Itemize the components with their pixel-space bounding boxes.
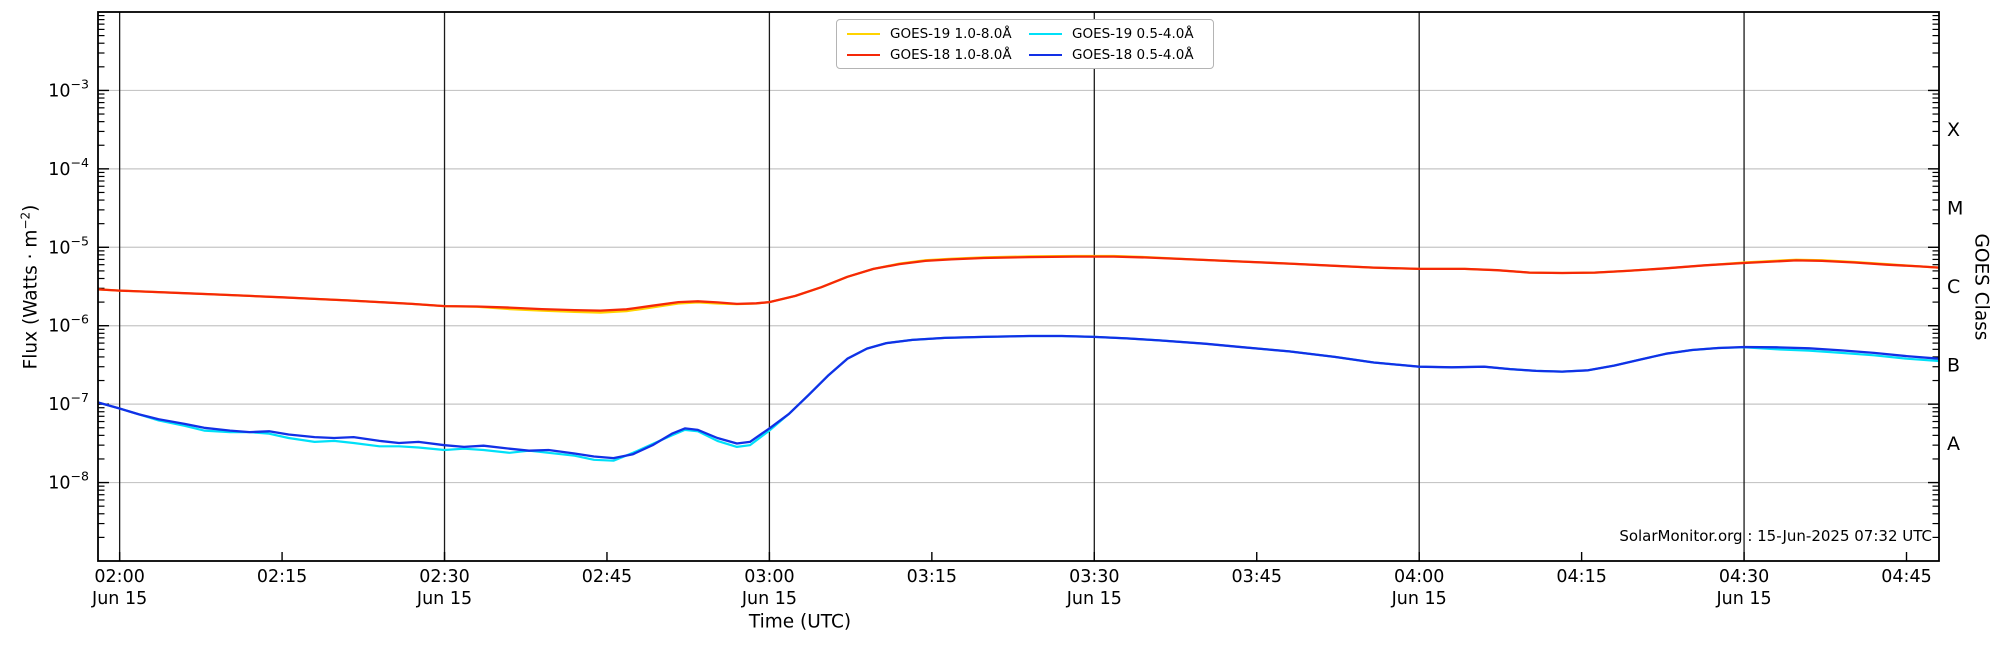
svg-text:02:15: 02:15 — [257, 567, 307, 587]
svg-text:Jun 15: Jun 15 — [1066, 589, 1122, 609]
svg-text:10−5: 10−5 — [48, 233, 89, 258]
legend-line-goes18-short — [1029, 53, 1062, 57]
svg-text:A: A — [1947, 433, 1960, 455]
legend-label-goes19-long: GOES-19 1.0-8.0Å — [890, 26, 1012, 42]
legend-label-goes19-short: GOES-19 0.5-4.0Å — [1072, 26, 1194, 42]
svg-text:Jun 15: Jun 15 — [91, 589, 147, 609]
svg-text:03:30: 03:30 — [1069, 567, 1119, 587]
legend: GOES-19 1.0-8.0Å GOES-19 0.5-4.0Å GOES-1… — [836, 19, 1214, 69]
svg-text:04:00: 04:00 — [1394, 567, 1444, 587]
svg-text:Jun 15: Jun 15 — [741, 589, 797, 609]
svg-text:10−6: 10−6 — [48, 312, 89, 337]
svg-text:10−4: 10−4 — [48, 155, 89, 180]
svg-text:M: M — [1947, 198, 1963, 220]
legend-label-goes18-short: GOES-18 0.5-4.0Å — [1072, 47, 1194, 63]
svg-text:Jun 15: Jun 15 — [1715, 589, 1771, 609]
watermark: SolarMonitor.org : 15-Jun-2025 07:32 UTC — [1619, 527, 1932, 545]
svg-text:02:00: 02:00 — [94, 567, 144, 587]
svg-text:04:15: 04:15 — [1556, 567, 1606, 587]
legend-item-goes19-short: GOES-19 0.5-4.0Å — [1029, 26, 1203, 42]
svg-text:03:45: 03:45 — [1232, 567, 1282, 587]
svg-text:X: X — [1947, 119, 1960, 141]
legend-line-goes19-long — [847, 32, 880, 36]
legend-item-goes18-short: GOES-18 0.5-4.0Å — [1029, 47, 1203, 63]
y-axis-title: Flux (Watts · m−2) — [18, 205, 41, 370]
y-axis-title-sup: −2 — [18, 211, 33, 230]
x-axis-title: Time (UTC) — [748, 611, 852, 633]
legend-line-goes18-long — [847, 53, 880, 57]
svg-text:B: B — [1947, 354, 1960, 376]
svg-text:02:30: 02:30 — [419, 567, 469, 587]
svg-text:04:45: 04:45 — [1881, 567, 1931, 587]
svg-text:Jun 15: Jun 15 — [416, 589, 472, 609]
svg-text:04:30: 04:30 — [1719, 567, 1769, 587]
y-axis-title-post: ) — [20, 204, 42, 212]
legend-item-goes19-long: GOES-19 1.0-8.0Å — [847, 26, 1021, 42]
legend-line-goes19-short — [1029, 32, 1062, 36]
svg-text:03:15: 03:15 — [907, 567, 957, 587]
svg-text:10−7: 10−7 — [48, 390, 89, 415]
legend-label-goes18-long: GOES-18 1.0-8.0Å — [890, 47, 1012, 63]
svg-text:10−3: 10−3 — [48, 76, 89, 101]
right-axis-title: GOES Class — [1970, 233, 1992, 341]
svg-text:02:45: 02:45 — [582, 567, 632, 587]
svg-text:Jun 15: Jun 15 — [1391, 589, 1447, 609]
svg-text:10−8: 10−8 — [48, 469, 89, 494]
svg-text:03:00: 03:00 — [744, 567, 794, 587]
y-axis-title-pre: Flux (Watts · m — [20, 229, 42, 370]
svg-text:C: C — [1947, 276, 1960, 298]
legend-item-goes18-long: GOES-18 1.0-8.0Å — [847, 47, 1021, 63]
